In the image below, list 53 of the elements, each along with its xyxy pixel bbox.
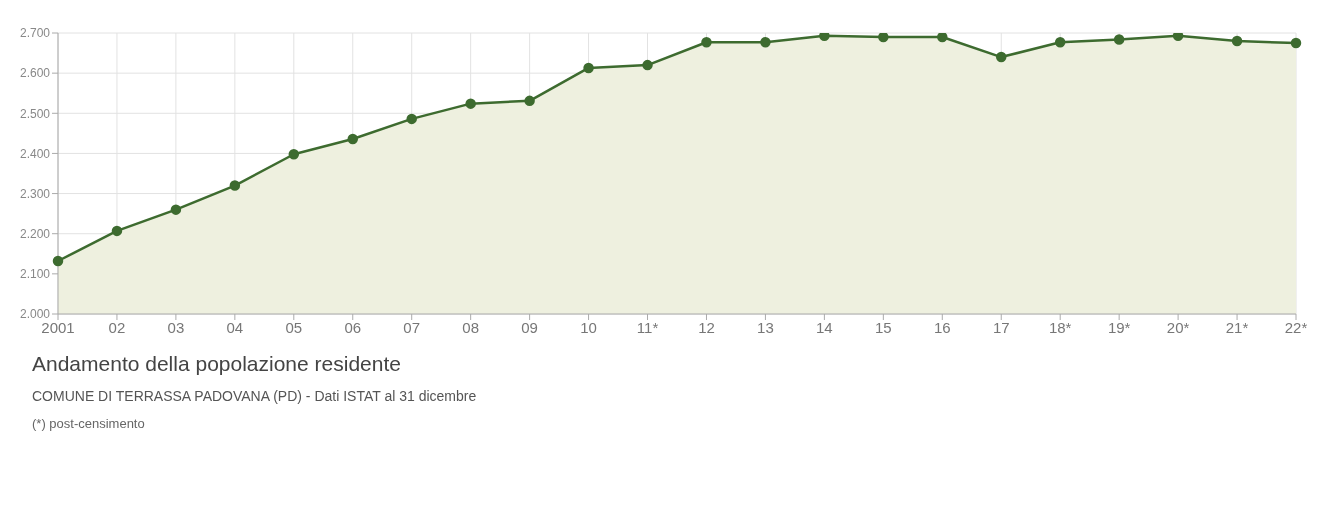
y-tick-label: 2.600	[19, 66, 51, 81]
x-tick-label: 11*	[636, 318, 659, 336]
text: Andamento della popolazione residente	[32, 352, 402, 376]
point	[995, 51, 1007, 63]
y-tick-label: 2.300	[19, 186, 51, 201]
y-tick-label: 2.200	[19, 226, 51, 241]
point	[524, 95, 535, 107]
point	[937, 33, 948, 43]
x-tick-label: 06	[344, 318, 362, 336]
y-tick-label: 2.700	[19, 26, 51, 41]
y-tick-label: 2.500	[19, 106, 51, 121]
x-tick-label: 17	[992, 318, 1010, 336]
point	[642, 59, 653, 71]
point	[1290, 37, 1302, 49]
point	[760, 36, 771, 48]
x-tick-label: 04	[226, 318, 244, 336]
point	[1172, 33, 1184, 42]
x-tick-label: 08	[462, 318, 480, 336]
point	[1231, 35, 1243, 47]
point	[1054, 36, 1066, 48]
x-tick-label: 09	[521, 318, 538, 336]
x-tick-label: 21*	[1225, 318, 1249, 336]
x-tick-label: 18*	[1048, 318, 1072, 336]
point	[465, 98, 476, 109]
point	[583, 62, 594, 74]
text: (*) post-censimento	[32, 416, 146, 431]
point	[170, 204, 182, 215]
y-tick-label: 2.400	[19, 146, 51, 161]
point	[819, 33, 830, 42]
y-tick-label: 2.100	[19, 267, 51, 282]
point	[406, 113, 417, 125]
point	[347, 133, 359, 145]
text: COMUNE DI TERRASSA PADOVANA (PD) - Dati ISTAT al 31 dicembre	[32, 388, 478, 404]
x-tick-label: 12	[698, 318, 715, 336]
x-tick-label: 03	[167, 318, 185, 336]
x-tick-label: 22*	[1284, 318, 1308, 336]
x-tick-label: 10	[580, 318, 597, 336]
point	[111, 225, 123, 237]
point	[52, 255, 64, 267]
x-tick-label: 16	[933, 318, 951, 336]
point	[878, 33, 889, 43]
x-tick-label: 07	[403, 318, 421, 336]
point	[229, 180, 241, 191]
x-tick-label: 02	[108, 318, 126, 336]
x-tick-label: 13	[757, 318, 774, 336]
x-tick-label: 20*	[1166, 318, 1190, 336]
point	[1113, 34, 1125, 45]
x-tick-label: 05	[285, 318, 303, 336]
x-tick-label: 15	[874, 318, 892, 336]
point	[701, 36, 712, 48]
x-tick-label: 14	[816, 318, 833, 336]
point	[288, 148, 300, 160]
x-tick-label: 19*	[1107, 318, 1131, 336]
